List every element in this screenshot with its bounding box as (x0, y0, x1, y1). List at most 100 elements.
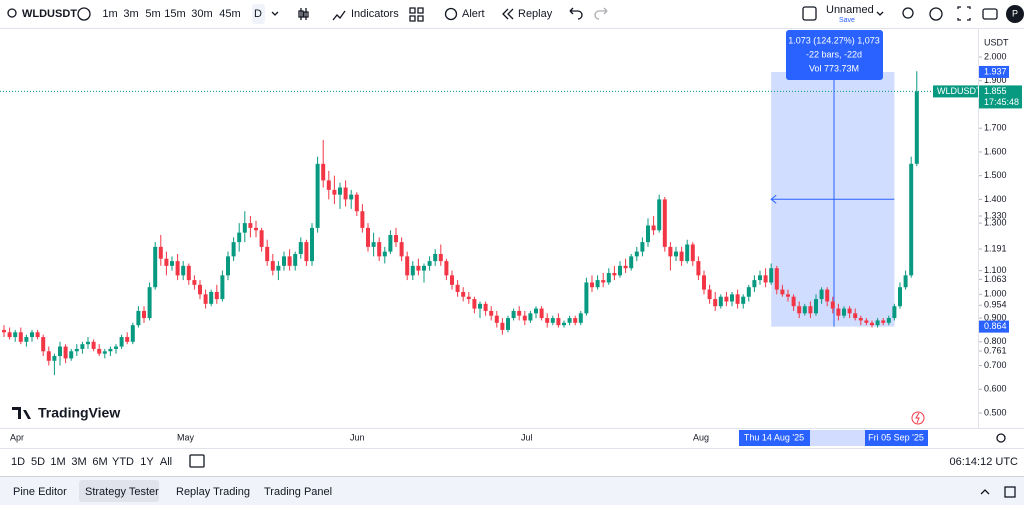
settings[interactable] (929, 7, 943, 21)
candle-body (158, 246, 163, 259)
candle-body (192, 280, 197, 285)
candle-body (276, 265, 281, 271)
candle-body (360, 211, 365, 228)
alert-icon[interactable] (444, 7, 458, 21)
candle-body (853, 313, 858, 319)
range-button[interactable]: 1M (50, 456, 65, 468)
candle-body (175, 261, 180, 276)
candle-body (634, 251, 639, 257)
interval[interactable]: 1m (102, 8, 117, 20)
logo[interactable]: TradingView (38, 405, 120, 421)
range-end: Fri 05 Sep '25 (868, 432, 924, 442)
candle-body (455, 284, 460, 292)
currency[interactable]: USDT (984, 37, 1009, 47)
month-label: Apr (10, 432, 24, 442)
indicators-button[interactable]: Indicators (351, 8, 399, 20)
symbol-tag: WLDUSDT (937, 86, 982, 96)
alert-flash[interactable] (911, 411, 925, 425)
interval[interactable]: 45m (219, 8, 240, 20)
interval[interactable]: 3m (123, 8, 138, 20)
last-price-bg (979, 85, 1022, 109)
tab[interactable]: Pine Editor (13, 486, 67, 498)
interval[interactable]: 30m (191, 8, 212, 20)
replay-icon[interactable] (502, 8, 514, 20)
candle-body (214, 291, 219, 300)
indicators-icon[interactable] (332, 10, 346, 21)
candle-body (623, 265, 628, 269)
clock[interactable]: 06:14:12 UTC (950, 456, 1019, 468)
range-button[interactable]: 1Y (140, 456, 154, 468)
candle-body (97, 348, 102, 354)
candle-body (153, 246, 158, 288)
axis-settings[interactable] (996, 433, 1006, 443)
range-button[interactable]: 6M (92, 456, 107, 468)
tab[interactable]: Replay Trading (176, 486, 250, 498)
candle-body (332, 189, 337, 195)
candle-body (13, 332, 18, 338)
add-symbol[interactable] (77, 7, 91, 21)
month-label: Aug (693, 432, 709, 442)
candle-body (819, 289, 824, 300)
chart-type[interactable] (298, 8, 309, 20)
price-tick-label: 1.330 (984, 210, 1007, 220)
undo[interactable] (569, 7, 583, 20)
measure-text: -22 bars, -22d (806, 49, 862, 59)
candle-body (422, 265, 426, 271)
candle-body (310, 227, 314, 262)
range-button[interactable]: 1D (11, 456, 25, 468)
interval[interactable]: D (254, 8, 262, 20)
candle-body (58, 346, 62, 357)
candle-body (858, 318, 863, 321)
range-button[interactable]: 5D (31, 456, 45, 468)
search-icon[interactable] (7, 8, 17, 18)
snapshot[interactable] (982, 8, 998, 20)
layout-status: Save (839, 17, 855, 24)
range-button[interactable]: 3M (71, 456, 86, 468)
range-button[interactable]: All (160, 456, 172, 468)
candle-body (119, 337, 124, 347)
quick-search[interactable] (902, 7, 914, 19)
layout-checkbox[interactable] (802, 6, 817, 21)
layout-menu[interactable] (876, 11, 884, 16)
interval-menu[interactable] (271, 11, 279, 16)
candle-body (382, 251, 387, 257)
candle-body (125, 337, 130, 342)
month-label: Jul (521, 432, 533, 442)
symbol[interactable]: WLDUSDT (22, 8, 77, 20)
range-button[interactable]: YTD (112, 456, 134, 468)
range-fill-axis (810, 430, 865, 446)
interval[interactable]: 15m (164, 8, 185, 20)
candle-body (102, 351, 107, 354)
active-tab-bg (79, 480, 159, 502)
candle-body (511, 310, 516, 319)
fullscreen[interactable] (957, 6, 971, 21)
alert-button[interactable]: Alert (462, 8, 485, 20)
candle-body (142, 310, 146, 319)
layout-name[interactable]: Unnamed (826, 4, 874, 16)
candle-body (170, 261, 174, 266)
interval[interactable]: 5m (145, 8, 160, 20)
tab[interactable]: Strategy Tester (85, 486, 159, 498)
candle-body (651, 225, 656, 231)
candle-body (506, 318, 510, 330)
collapse-panel[interactable] (980, 489, 990, 495)
candle-body (886, 318, 891, 323)
candle-body (500, 322, 505, 330)
date-ranges: 1D 5D 1M 3M 6M YTD 1Y All (11, 456, 172, 468)
candle-body (265, 246, 270, 262)
go-to-date[interactable] (189, 454, 205, 468)
candle-body (63, 346, 68, 359)
templates[interactable] (409, 7, 424, 22)
avatar[interactable] (1006, 5, 1024, 23)
candle-body (35, 332, 40, 338)
redo[interactable] (594, 7, 608, 20)
candle-body (433, 253, 438, 262)
tab[interactable]: Trading Panel (264, 486, 332, 498)
replay-button[interactable]: Replay (518, 8, 553, 20)
candle-body (730, 294, 734, 302)
candle-body (881, 320, 886, 323)
candle-body (181, 265, 186, 276)
maximize-panel[interactable] (1004, 486, 1016, 498)
